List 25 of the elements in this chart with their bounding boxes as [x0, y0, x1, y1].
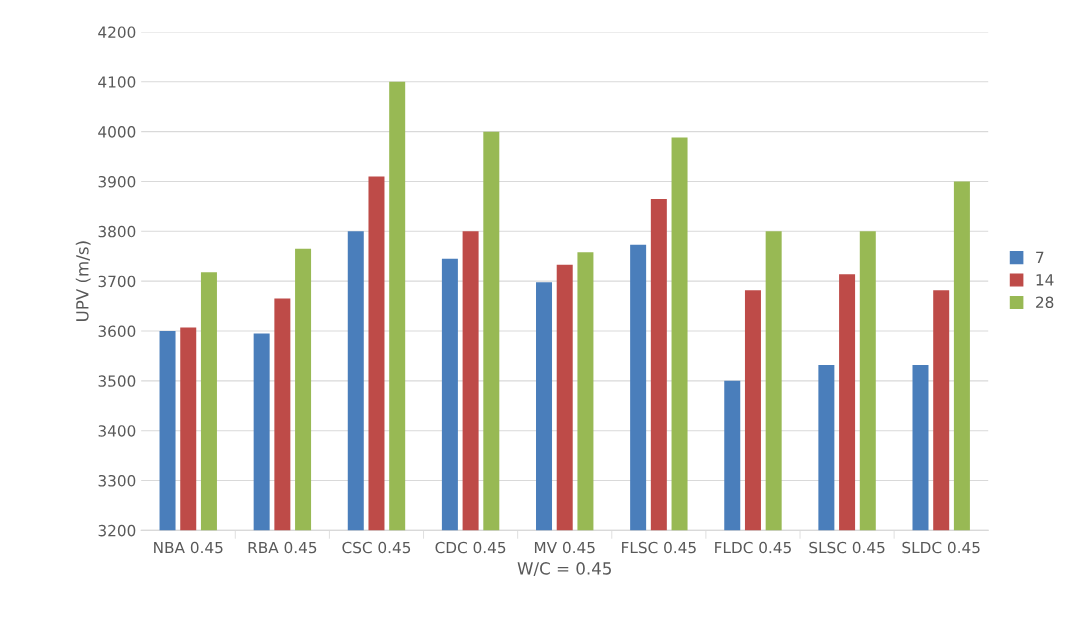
y-tick-label: 4200	[98, 26, 136, 38]
y-axis-title: UPV (m/s)	[75, 241, 91, 321]
x-tick-label: RBA 0.45	[248, 541, 317, 554]
legend-label: 7	[1036, 251, 1044, 263]
x-tick-label: NBA 0.45	[154, 541, 223, 554]
y-tick-label: 3700	[98, 275, 136, 288]
x-tick-label: FLSC 0.45	[622, 541, 696, 554]
x-tick-label: CSC 0.45	[342, 541, 411, 554]
y-tick-label: 3400	[98, 425, 136, 437]
x-tick-label: FLDC 0.45	[715, 541, 791, 554]
y-tick-label: 4100	[98, 76, 136, 88]
x-tick-label: SLSC 0.45	[809, 541, 885, 554]
x-tick-label: MV 0.45	[534, 541, 595, 554]
y-tick-label: 3600	[98, 325, 136, 338]
y-tick-label: 3500	[98, 375, 136, 387]
y-tick-label: 4000	[98, 126, 136, 138]
x-axis-title: W/C = 0.45	[517, 562, 611, 577]
x-tick-label: SLDC 0.45	[902, 541, 980, 554]
x-tick-label: CDC 0.45	[435, 541, 506, 554]
y-tick-label: 3300	[98, 474, 136, 487]
y-tick-label: 3200	[98, 524, 136, 537]
legend-label: 28	[1036, 296, 1054, 309]
y-tick-label: 3900	[98, 175, 136, 188]
legend-label: 14	[1036, 274, 1054, 286]
y-tick-label: 3800	[98, 225, 136, 238]
